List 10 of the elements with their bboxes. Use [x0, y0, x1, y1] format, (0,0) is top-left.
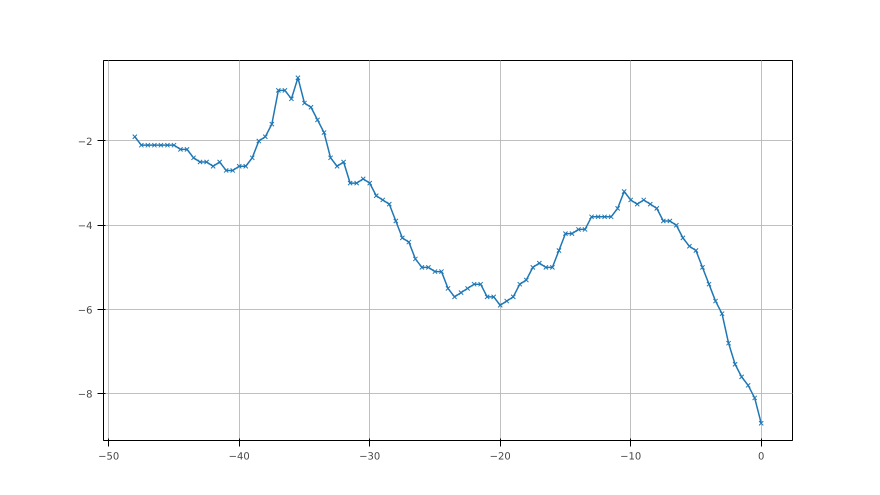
- y-tick-label: −6: [78, 305, 93, 316]
- x-tick-label: −30: [359, 452, 380, 462]
- x-tick-label: −20: [490, 452, 511, 462]
- y-tick-label: −4: [78, 221, 93, 232]
- x-tick-label: −40: [228, 452, 250, 462]
- y-tick-label: −2: [78, 136, 93, 148]
- x-tick-label: −50: [98, 452, 120, 462]
- y-tick-label: −8: [78, 390, 93, 401]
- x-tick-label: 0: [758, 452, 764, 462]
- x-tick-label: −10: [620, 452, 642, 462]
